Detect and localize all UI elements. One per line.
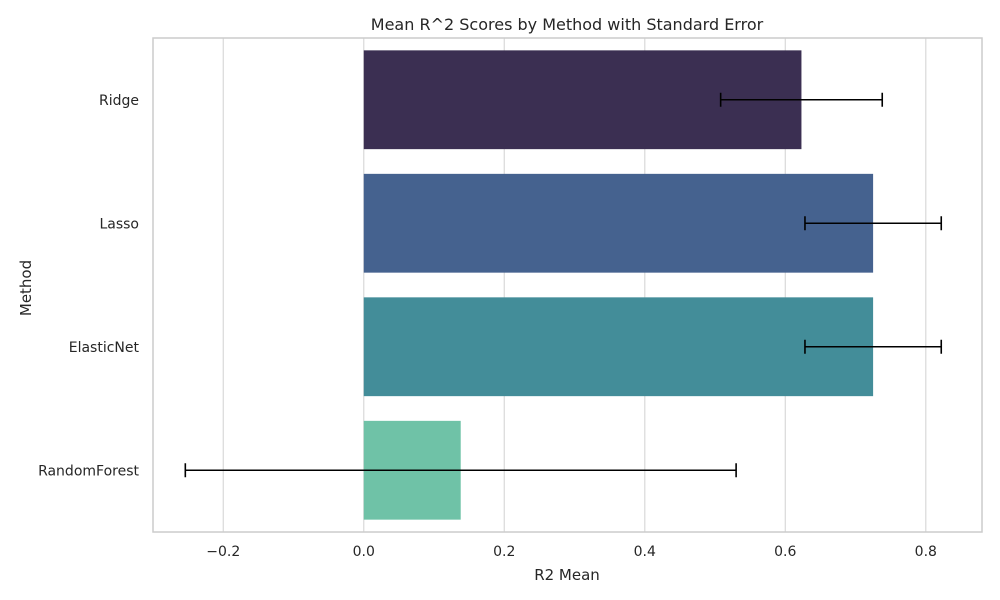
y-tick-label-lasso: Lasso (99, 216, 139, 232)
y-axis-title: Method (17, 260, 35, 316)
x-axis-title: R2 Mean (534, 566, 600, 584)
error-bar-lasso (804, 216, 943, 231)
x-tick-label: 0.6 (774, 544, 796, 560)
x-tick-label: 0.8 (915, 544, 937, 560)
bar-lasso (363, 173, 874, 273)
chart-title: Mean R^2 Scores by Method with Standard … (371, 15, 764, 34)
x-tick-label: −0.2 (206, 544, 240, 560)
bar-elasticnet (363, 297, 874, 397)
y-tick-label-elasticnet: ElasticNet (69, 340, 140, 356)
x-tick-label: 0.2 (493, 544, 515, 560)
bars (363, 50, 874, 520)
error-bar-ridge (719, 92, 884, 107)
x-tick-label: 0.4 (634, 544, 656, 560)
error-bars (184, 92, 943, 478)
error-bar-randomforest (184, 463, 737, 478)
x-tick-labels: −0.2 0.0 0.2 0.4 0.6 0.8 (206, 544, 937, 560)
error-bar-elasticnet (804, 339, 943, 354)
plot-frame (152, 37, 983, 533)
y-tick-label-randomforest: RandomForest (38, 463, 139, 479)
x-tick-label: 0.0 (353, 544, 375, 560)
y-tick-label-ridge: Ridge (99, 93, 139, 109)
y-tick-labels: Ridge Lasso ElasticNet RandomForest (38, 93, 139, 480)
